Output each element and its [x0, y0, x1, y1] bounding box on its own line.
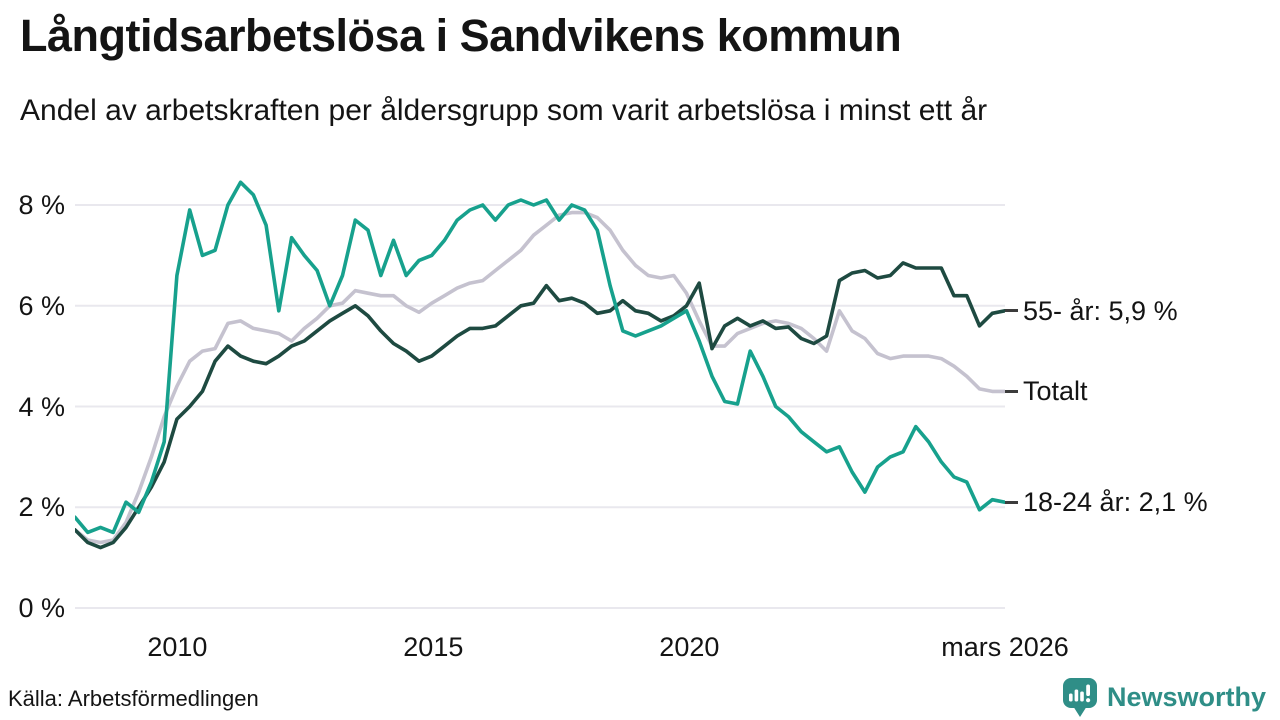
end-label-text: 18-24 år: 2,1 % [1023, 487, 1208, 518]
series-line-18-24 år [75, 180, 1005, 535]
newsworthy-logo-text: Newsworthy [1106, 681, 1266, 712]
y-axis-tick-2: 2 % [18, 492, 65, 523]
x-axis-tick-2020: 2020 [659, 632, 720, 662]
x-axis-tick-mars 2026: mars 2026 [941, 632, 1069, 662]
source-text: Källa: Arbetsförmedlingen [8, 686, 259, 711]
newsworthy-logo: Newsworthy [1060, 676, 1266, 718]
chart-title: Långtidsarbetslösa i Sandvikens kommun [20, 10, 902, 61]
series-line-55- år [75, 261, 1005, 550]
x-axis-tick-2010: 2010 [147, 632, 208, 662]
plot-area [75, 180, 1005, 609]
newsworthy-bubble-chart-icon [1060, 676, 1100, 718]
end-label-text: 55- år: 5,9 % [1023, 295, 1178, 326]
series-end-label-1: Totalt [1005, 374, 1088, 408]
end-label-text: Totalt [1023, 376, 1088, 407]
y-axis-tick-6: 6 % [18, 290, 65, 321]
end-label-tick-dash [1005, 309, 1018, 313]
end-label-tick-dash [1005, 500, 1018, 504]
chart-subtitle: Andel av arbetskraften per åldersgrupp s… [20, 94, 988, 127]
series-end-label-2: 18-24 år: 2,1 % [1005, 485, 1208, 519]
y-axis-tick-8: 8 % [18, 190, 65, 220]
y-axis-tick-4: 4 % [18, 391, 65, 422]
end-label-tick-dash [1005, 389, 1018, 393]
x-axis-tick-2015: 2015 [403, 632, 464, 662]
series-line-Totalt [75, 210, 1005, 545]
series-end-label-0: 55- år: 5,9 % [1005, 294, 1178, 328]
y-axis-tick-0: 0 % [18, 593, 65, 623]
